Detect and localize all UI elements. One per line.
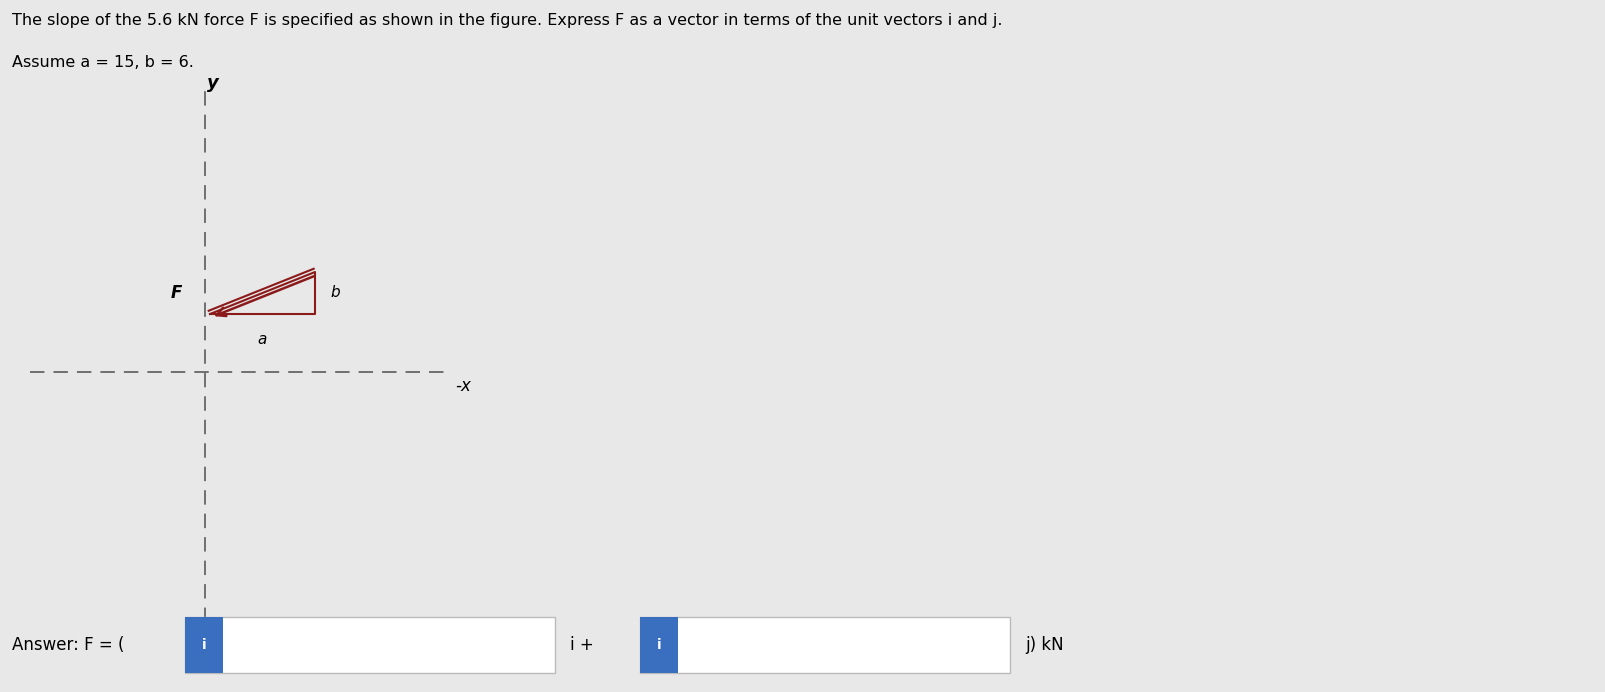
Bar [640,617,677,673]
Text: i: i [656,638,661,652]
Text: j) kN: j) kN [1026,636,1064,654]
Text: Assume a = 15, b = 6.: Assume a = 15, b = 6. [11,55,194,70]
Bar [185,617,555,673]
Text: i: i [202,638,207,652]
Text: F: F [170,284,181,302]
Text: Answer: F = (: Answer: F = ( [11,636,124,654]
Text: a: a [258,332,266,347]
Text: -x: -x [454,377,470,395]
Bar [640,617,1010,673]
Text: The slope of the 5.6 kN force F is specified as shown in the figure. Express F a: The slope of the 5.6 kN force F is speci… [11,13,1003,28]
Bar [185,617,223,673]
Text: y: y [207,74,218,92]
Text: i +: i + [570,636,594,654]
Text: b: b [331,286,340,300]
